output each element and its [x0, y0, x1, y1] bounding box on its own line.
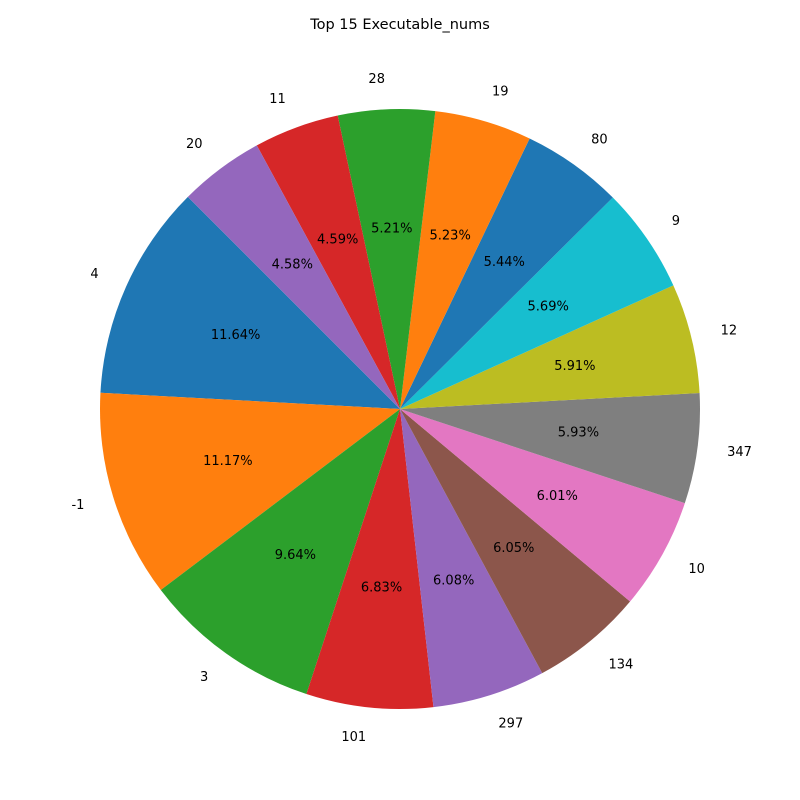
pie-slice-297	[400, 409, 543, 708]
slice-percent-28: 5.21%	[371, 222, 412, 237]
slice-percent-134: 6.05%	[493, 541, 534, 556]
slice-percent-10: 6.01%	[537, 489, 578, 504]
slice-label-134: 134	[609, 657, 634, 672]
slice-label-4: 4	[90, 267, 98, 282]
pie-slice-347	[400, 392, 700, 504]
pie-slice-20	[187, 145, 400, 409]
pie-slice-10	[400, 409, 685, 602]
slice-percent-19: 5.23%	[430, 229, 471, 244]
slice-label-20: 20	[186, 137, 203, 152]
slice-label-347: 347	[727, 445, 752, 460]
slice-percent-12: 5.91%	[554, 359, 595, 374]
slice-label-9: 9	[672, 214, 680, 229]
slice-percent-101: 6.83%	[361, 581, 402, 596]
slice-percent-11: 4.59%	[317, 233, 358, 248]
pie-slice-28	[337, 108, 436, 409]
slice-label-3: 3	[200, 670, 208, 685]
slices-group	[100, 108, 700, 710]
slice-percent-20: 4.58%	[272, 257, 313, 272]
pie-slice-3	[160, 409, 400, 695]
pie-slice-4	[100, 196, 400, 409]
slice-label-19: 19	[492, 85, 509, 100]
slice-percent-4: 11.64%	[211, 328, 261, 343]
chart-title: Top 15 Executable_nums	[309, 17, 490, 33]
slice-label-297: 297	[498, 716, 523, 731]
pie-slice-11	[256, 115, 400, 409]
slice-percent-297: 6.08%	[433, 573, 474, 588]
slice-percent-80: 5.44%	[484, 255, 525, 270]
slice-label-12: 12	[721, 323, 738, 338]
slice-label-101: 101	[341, 730, 366, 745]
pie-slice-9	[400, 197, 674, 409]
pie-slice-12	[400, 285, 700, 409]
slice-percent-347: 5.93%	[558, 425, 599, 440]
slice-label--1: -1	[71, 498, 84, 513]
labels-group: 4 11.64% -1 11.17% 3 9.64% 101 6.83% 297 6.08% 134…	[71, 72, 751, 745]
pie-slice-80	[400, 138, 613, 409]
slice-percent-9: 5.69%	[528, 299, 569, 314]
slice-label-10: 10	[688, 562, 705, 577]
pie-slice--1	[100, 392, 401, 591]
slice-percent--1: 11.17%	[203, 454, 253, 469]
slice-percent-3: 9.64%	[275, 548, 316, 563]
slice-label-28: 28	[368, 72, 385, 87]
slice-label-80: 80	[591, 132, 608, 147]
slice-label-11: 11	[269, 92, 286, 107]
pie-slice-19	[400, 111, 530, 409]
pie-slice-101	[306, 409, 434, 710]
pie-slice-134	[400, 409, 631, 674]
